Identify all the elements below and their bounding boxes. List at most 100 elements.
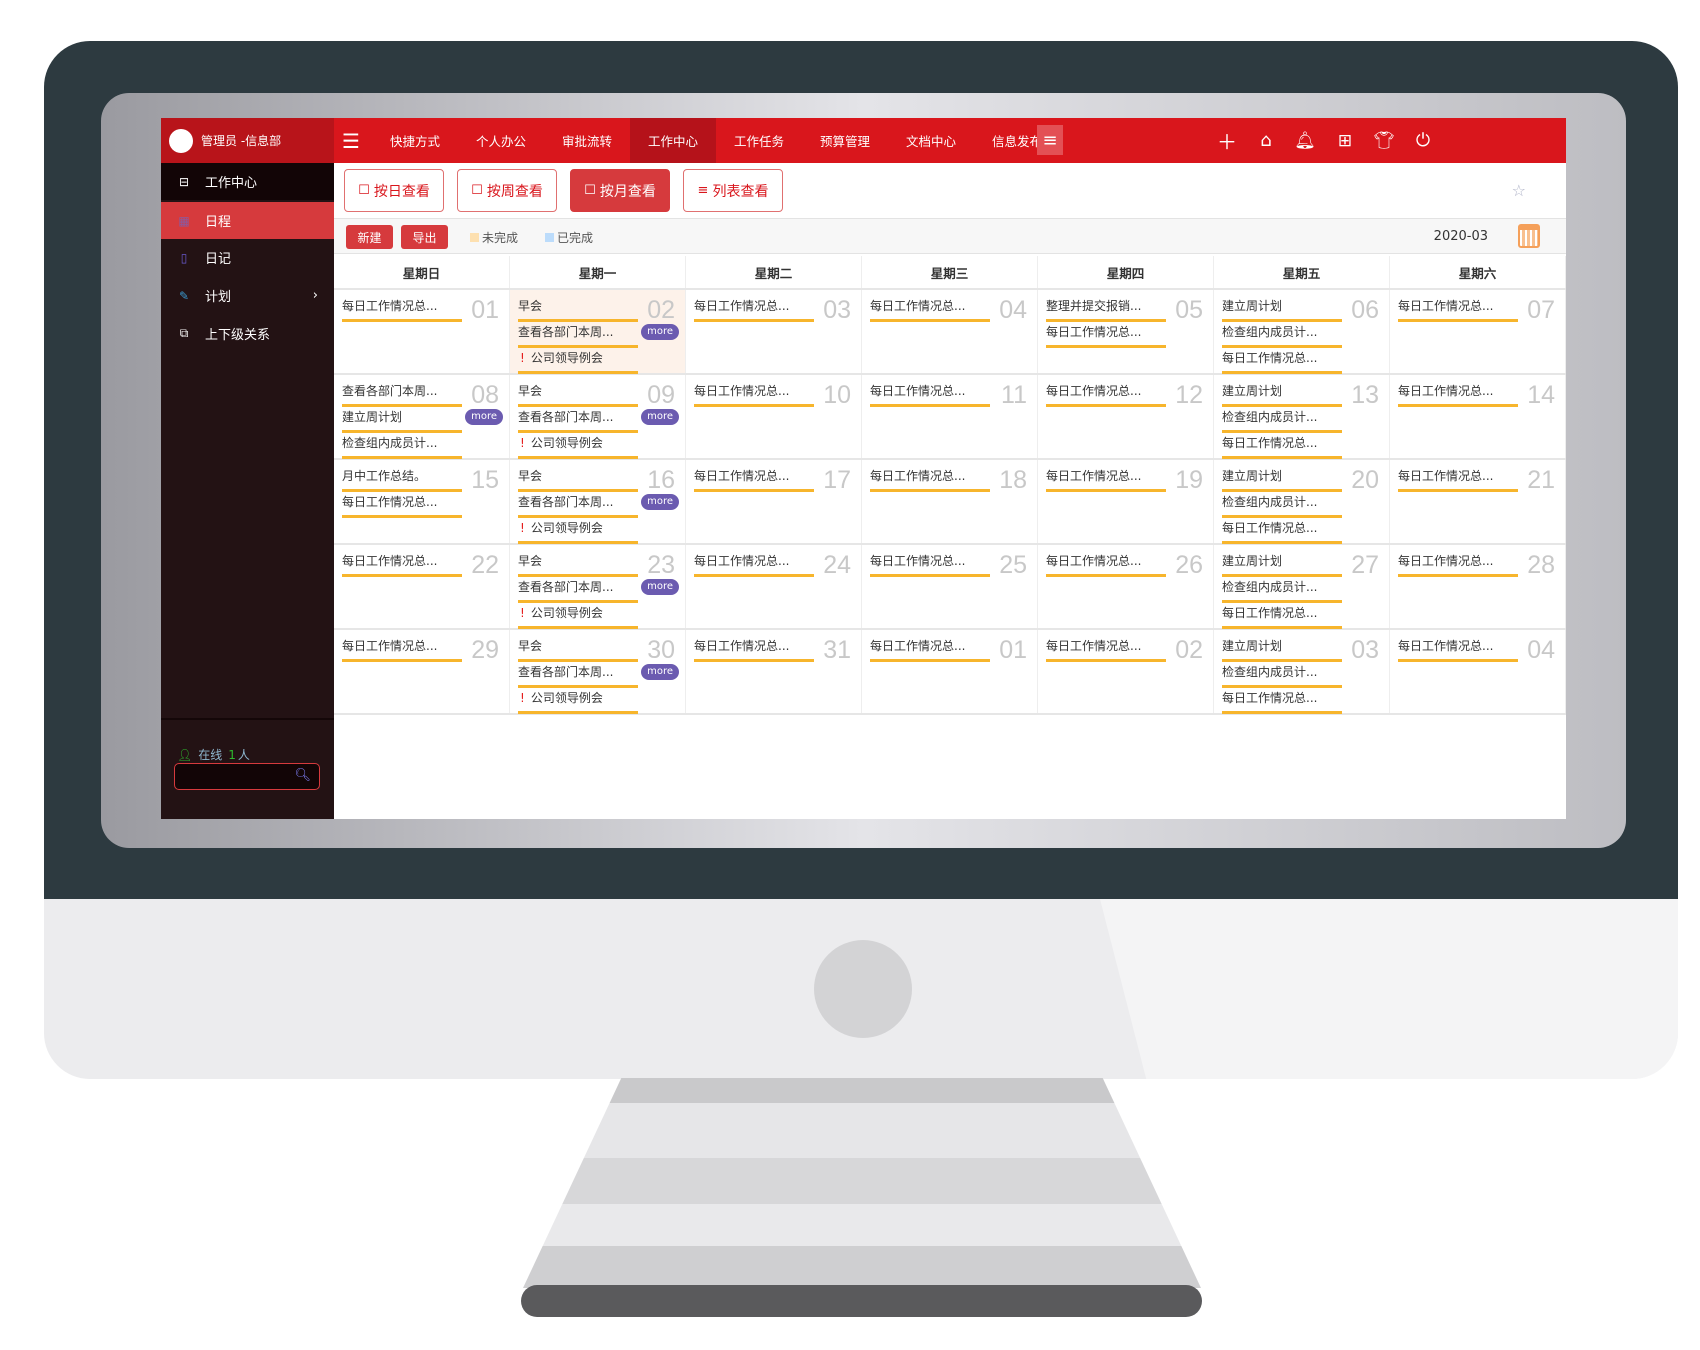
event-item[interactable]: ! 公司领导例会: [518, 603, 638, 629]
event-item[interactable]: ! 公司领导例会: [518, 348, 638, 374]
event-item[interactable]: 早会: [518, 381, 638, 407]
event-item[interactable]: 每日工作情况总...: [1046, 322, 1166, 348]
event-item[interactable]: 查看各部门本周...: [342, 381, 462, 407]
event-item[interactable]: 检查组内成员计...: [1222, 577, 1342, 603]
event-item[interactable]: 每日工作情况总...: [694, 381, 814, 407]
sidebar-item-4[interactable]: ⧉ 上下级关系: [161, 315, 334, 352]
event-item[interactable]: ! 公司领导例会: [518, 518, 638, 544]
day-cell[interactable]: 29 每日工作情况总...: [334, 630, 510, 713]
day-cell[interactable]: 06 建立周计划 检查组内成员计... 每日工作情况总...: [1214, 290, 1390, 374]
day-cell[interactable]: 04 每日工作情况总...: [1390, 630, 1566, 713]
apps-icon[interactable]: ⊞: [1337, 130, 1353, 151]
day-cell[interactable]: 09 早会 查看各部门本周...! 公司领导例会 more: [510, 375, 686, 459]
more-button[interactable]: more: [641, 324, 679, 340]
menu-collapse-icon[interactable]: ☰: [342, 128, 360, 153]
day-cell[interactable]: 10 每日工作情况总...: [686, 375, 862, 458]
skin-shirt-icon[interactable]: 👕︎: [1373, 130, 1395, 151]
day-cell[interactable]: 28 每日工作情况总...: [1390, 545, 1566, 628]
event-item[interactable]: 每日工作情况总...: [1046, 466, 1166, 492]
event-item[interactable]: 查看各部门本周...: [518, 322, 638, 348]
event-item[interactable]: 每日工作情况总...: [870, 636, 990, 662]
event-item[interactable]: 查看各部门本周...: [518, 407, 638, 433]
event-item[interactable]: 每日工作情况总...: [870, 296, 990, 322]
search-icon[interactable]: 🔍︎: [294, 768, 311, 783]
event-item[interactable]: 每日工作情况总...: [1222, 433, 1342, 459]
sidebar-item-3[interactable]: ✎ 计划 ›: [161, 277, 334, 314]
event-item[interactable]: 查看各部门本周...: [518, 662, 638, 688]
day-cell[interactable]: 05 整理并提交报销... 每日工作情况总...: [1038, 290, 1214, 373]
bell-icon[interactable]: 🔔︎: [1294, 130, 1316, 151]
event-item[interactable]: 建立周计划: [1222, 466, 1342, 492]
power-icon[interactable]: ⏻: [1415, 130, 1431, 151]
event-item[interactable]: 每日工作情况总...: [1046, 381, 1166, 407]
event-item[interactable]: 每日工作情况总...: [1398, 551, 1518, 577]
sidebar-item-0[interactable]: ⊟ 工作中心: [161, 163, 334, 200]
day-cell[interactable]: 21 每日工作情况总...: [1390, 460, 1566, 543]
more-button[interactable]: more: [641, 409, 679, 425]
nav-6[interactable]: 文档中心: [905, 134, 956, 149]
event-item[interactable]: 建立周计划: [1222, 551, 1342, 577]
day-cell[interactable]: 13 建立周计划 检查组内成员计... 每日工作情况总...: [1214, 375, 1390, 459]
event-item[interactable]: 每日工作情况总...: [694, 636, 814, 662]
day-cell[interactable]: 03 建立周计划 检查组内成员计... 每日工作情况总...: [1214, 630, 1390, 714]
nav-3[interactable]: 工作中心: [630, 118, 716, 163]
calendar-picker-icon[interactable]: [1518, 224, 1540, 248]
day-cell[interactable]: 01 每日工作情况总...: [334, 290, 510, 373]
event-item[interactable]: 每日工作情况总...: [1046, 636, 1166, 662]
home-icon[interactable]: ⌂: [1260, 130, 1272, 151]
nav-1[interactable]: 个人办公: [475, 134, 526, 149]
event-item[interactable]: 建立周计划: [342, 407, 462, 433]
event-item[interactable]: 早会: [518, 636, 638, 662]
day-cell[interactable]: 14 每日工作情况总...: [1390, 375, 1566, 458]
day-cell[interactable]: 02 早会 查看各部门本周...! 公司领导例会 more: [510, 290, 686, 374]
event-item[interactable]: 每日工作情况总...: [1398, 466, 1518, 492]
sidebar-item-1[interactable]: ▦ 日程: [161, 202, 334, 239]
nav-4[interactable]: 工作任务: [733, 134, 784, 149]
event-item[interactable]: 检查组内成员计...: [1222, 492, 1342, 518]
day-cell[interactable]: 30 早会 查看各部门本周...! 公司领导例会 more: [510, 630, 686, 714]
nav-0[interactable]: 快捷方式: [389, 134, 440, 149]
more-button[interactable]: more: [641, 579, 679, 595]
event-item[interactable]: 每日工作情况总...: [694, 551, 814, 577]
day-cell[interactable]: 27 建立周计划 检查组内成员计... 每日工作情况总...: [1214, 545, 1390, 629]
export-button[interactable]: 导出: [401, 225, 448, 249]
event-item[interactable]: 查看各部门本周...: [518, 577, 638, 603]
event-item[interactable]: 检查组内成员计...: [342, 433, 462, 459]
event-item[interactable]: 每日工作情况总...: [1398, 636, 1518, 662]
event-item[interactable]: 建立周计划: [1222, 296, 1342, 322]
event-item[interactable]: 每日工作情况总...: [870, 381, 990, 407]
more-button[interactable]: more: [641, 494, 679, 510]
more-button[interactable]: more: [465, 409, 503, 425]
event-item[interactable]: 每日工作情况总...: [694, 466, 814, 492]
day-cell[interactable]: 12 每日工作情况总...: [1038, 375, 1214, 458]
event-item[interactable]: 每日工作情况总...: [1222, 518, 1342, 544]
day-cell[interactable]: 04 每日工作情况总...: [862, 290, 1038, 373]
event-item[interactable]: 查看各部门本周...: [518, 492, 638, 518]
day-cell[interactable]: 24 每日工作情况总...: [686, 545, 862, 628]
event-item[interactable]: 早会: [518, 466, 638, 492]
plus-icon[interactable]: ＋: [1217, 130, 1237, 154]
event-item[interactable]: 检查组内成员计...: [1222, 322, 1342, 348]
day-cell[interactable]: 22 每日工作情况总...: [334, 545, 510, 628]
event-item[interactable]: ! 公司领导例会: [518, 688, 638, 714]
event-item[interactable]: 每日工作情况总...: [1222, 603, 1342, 629]
sidebar-search-input[interactable]: 🔍︎: [174, 763, 320, 790]
event-item[interactable]: 每日工作情况总...: [342, 296, 462, 322]
view-button-3[interactable]: ≡ 列表查看: [683, 169, 783, 212]
event-item[interactable]: 每日工作情况总...: [342, 551, 462, 577]
day-cell[interactable]: 25 每日工作情况总...: [862, 545, 1038, 628]
event-item[interactable]: 整理并提交报销...: [1046, 296, 1166, 322]
day-cell[interactable]: 08 查看各部门本周... 建立周计划 检查组内成员计... more: [334, 375, 510, 459]
event-item[interactable]: 每日工作情况总...: [1222, 348, 1342, 374]
sidebar-item-2[interactable]: ▯ 日记: [161, 239, 334, 276]
new-button[interactable]: 新建: [346, 225, 393, 249]
user-brand[interactable]: 管理员 -信息部: [161, 118, 334, 163]
nav-2[interactable]: 审批流转: [561, 134, 612, 149]
day-cell[interactable]: 19 每日工作情况总...: [1038, 460, 1214, 543]
day-cell[interactable]: 02 每日工作情况总...: [1038, 630, 1214, 713]
day-cell[interactable]: 18 每日工作情况总...: [862, 460, 1038, 543]
day-cell[interactable]: 16 早会 查看各部门本周...! 公司领导例会 more: [510, 460, 686, 544]
more-button[interactable]: more: [641, 664, 679, 680]
event-item[interactable]: 每日工作情况总...: [1222, 688, 1342, 714]
day-cell[interactable]: 07 每日工作情况总...: [1390, 290, 1566, 373]
